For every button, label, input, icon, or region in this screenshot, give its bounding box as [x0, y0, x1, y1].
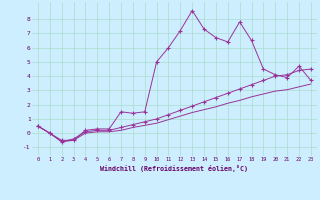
X-axis label: Windchill (Refroidissement éolien,°C): Windchill (Refroidissement éolien,°C) [100, 165, 248, 172]
